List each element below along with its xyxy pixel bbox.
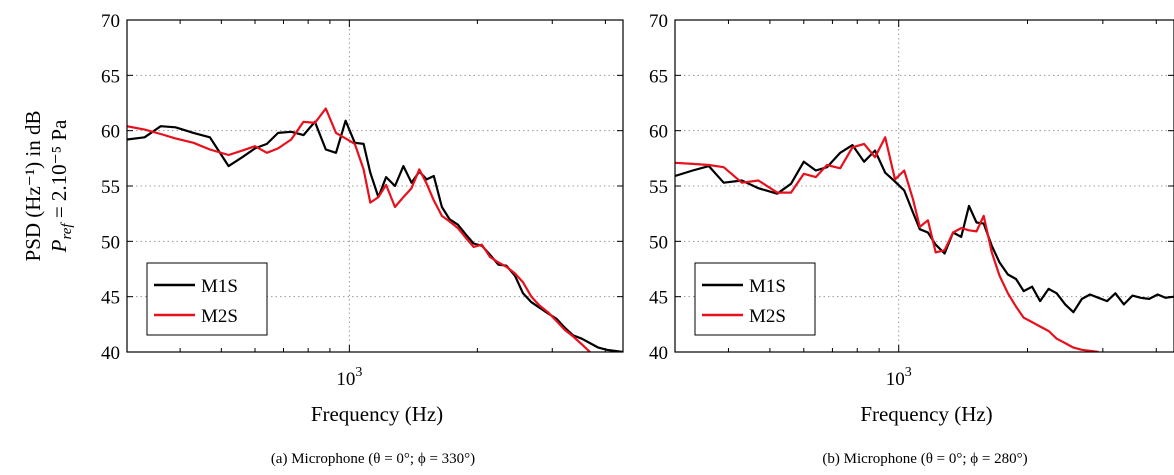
legend-box	[146, 262, 268, 336]
y-tick-label: 60	[649, 122, 668, 143]
y-axis-label-line1: PSD (Hz⁻¹) in dB	[21, 111, 45, 262]
legend-label-m1s: M1S	[749, 276, 786, 297]
axes-frame	[674, 19, 1174, 353]
panel-caption: (a) Microphone (θ = 0°; ϕ = 330°)	[271, 451, 475, 467]
y-tick-label: 60	[101, 122, 120, 143]
y-tick-label: 65	[649, 66, 668, 87]
pref-value: = 2.10⁻⁵ Pa	[47, 119, 71, 223]
y-tick-label: 55	[649, 177, 668, 198]
panel-caption: (b) Microphone (θ = 0°; ϕ = 280°)	[822, 451, 1027, 467]
x-axis-label: Frequency (Hz)	[860, 402, 992, 426]
y-tick-label: 40	[649, 343, 668, 364]
series-line-m2s	[127, 107, 591, 352]
y-axis-label-line2: Pref = 2.10⁻⁵ Pa	[47, 119, 75, 253]
y-tick-label: 45	[101, 288, 120, 309]
y-tick-label: 70	[101, 11, 120, 32]
axes-frame	[126, 19, 624, 353]
series-line-m2s	[675, 136, 1099, 352]
y-tick-label: 45	[649, 288, 668, 309]
y-tick-label: 70	[649, 11, 668, 32]
pref-symbol: P	[47, 239, 71, 253]
legend-label-m2s: M2S	[749, 306, 786, 327]
legend-label-m1s: M1S	[201, 276, 238, 297]
y-tick-label: 50	[649, 232, 668, 253]
x-tick-label: 103	[336, 365, 362, 390]
x-tick-label: 103	[886, 365, 912, 390]
y-tick-label: 65	[101, 66, 120, 87]
y-tick-label: 55	[101, 177, 120, 198]
legend-label-m2s: M2S	[201, 306, 238, 327]
series-line-m1s	[675, 144, 1174, 314]
y-tick-label: 40	[101, 343, 120, 364]
y-tick-label: 50	[101, 232, 120, 253]
pref-subscript: ref	[59, 222, 75, 240]
legend-box	[694, 262, 816, 336]
x-axis-label: Frequency (Hz)	[311, 402, 443, 426]
